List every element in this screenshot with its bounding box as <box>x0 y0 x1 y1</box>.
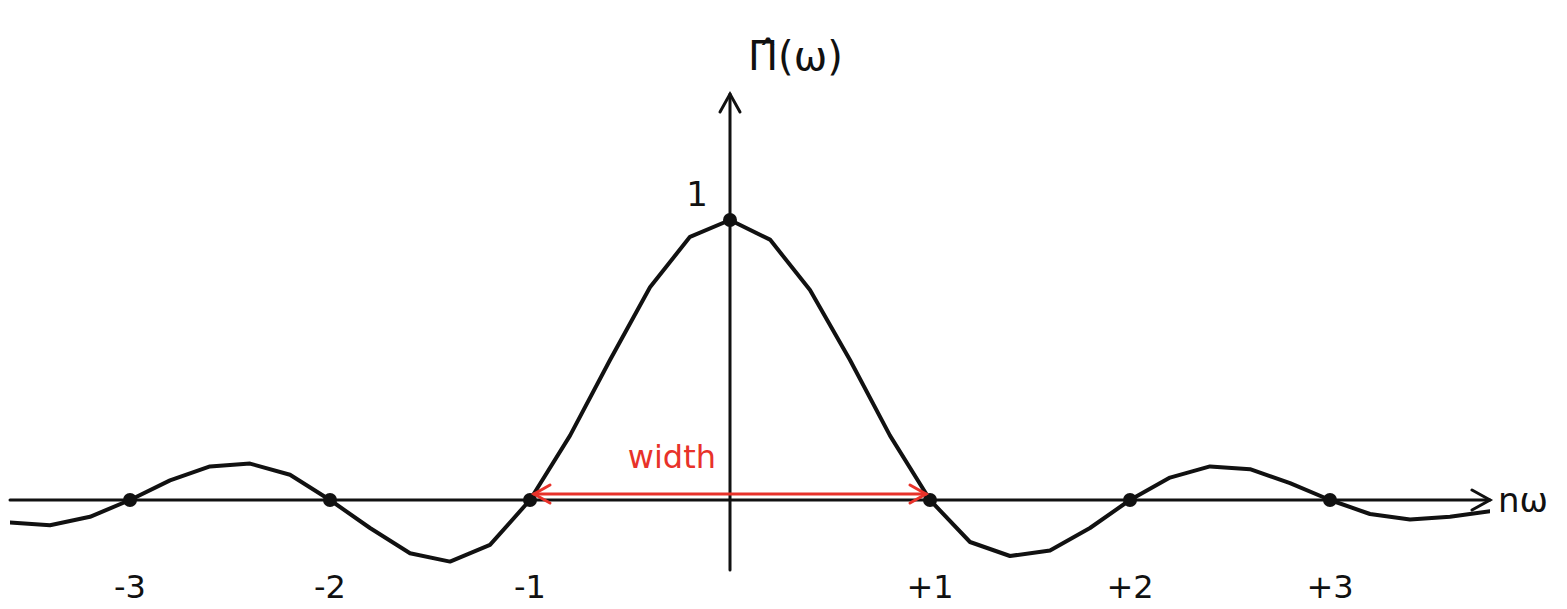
x-tick <box>323 493 337 507</box>
y-axis <box>729 94 732 570</box>
y-tick-label: 1 <box>686 174 708 214</box>
x-axis-arrow <box>1472 490 1490 510</box>
x-tick-label: -3 <box>114 568 146 606</box>
arrow-head <box>534 485 550 503</box>
x-tick-label: -1 <box>514 568 546 606</box>
x-tick-label: +3 <box>1306 568 1353 606</box>
y-axis-arrow <box>720 94 740 112</box>
curve <box>10 220 1490 562</box>
x-tick <box>1123 493 1137 507</box>
y-tick <box>723 213 737 227</box>
x-tick-label: -2 <box>314 568 346 606</box>
arrow-head <box>910 485 926 503</box>
x-axis <box>10 499 1490 502</box>
chart: Π̂(ω) nω -3 -2 -1 +1 +2 +3 1 width <box>0 0 1567 609</box>
x-tick <box>1323 493 1337 507</box>
x-axis-title: nω <box>1498 480 1548 520</box>
x-tick-label: +1 <box>906 568 953 606</box>
x-tick-label: +2 <box>1106 568 1153 606</box>
annotation: width <box>628 438 716 476</box>
width-arrow <box>534 493 926 496</box>
plot-area <box>10 220 1490 562</box>
x-tick <box>123 493 137 507</box>
y-axis-title: Π̂(ω) <box>748 33 843 79</box>
